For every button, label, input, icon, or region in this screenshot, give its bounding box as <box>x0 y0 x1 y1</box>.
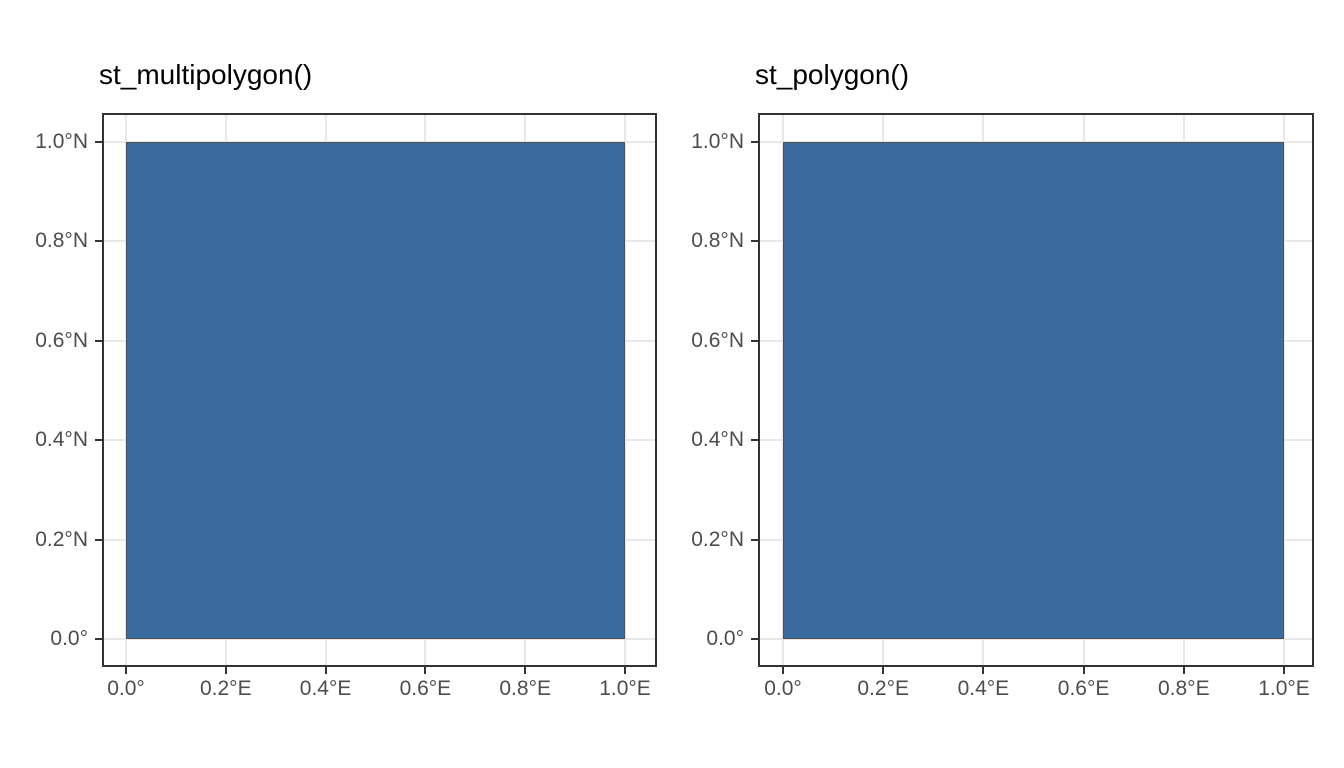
grid-line-vertical <box>982 113 985 667</box>
x-tick-label: 0.0° <box>764 677 802 700</box>
grid-line-horizontal <box>758 339 1314 342</box>
y-tick-label: 1.0°N <box>35 130 88 153</box>
x-tick-label: 0.8°E <box>1157 677 1210 700</box>
grid-line-horizontal <box>758 638 1314 640</box>
y-tick <box>751 141 758 143</box>
grid-line-vertical <box>524 113 527 667</box>
x-tick-label: 0.4°E <box>957 677 1010 700</box>
y-tick-label: 0.6°N <box>35 328 88 352</box>
x-tick <box>882 667 885 674</box>
x-tick <box>1182 667 1185 674</box>
x-tick <box>224 667 227 674</box>
x-tick <box>324 667 327 674</box>
grid-line-vertical <box>882 113 885 667</box>
y-tick <box>95 538 102 541</box>
grid-line-horizontal <box>758 240 1314 243</box>
grid-line-vertical <box>1082 113 1085 667</box>
y-tick-label: 0.6°N <box>691 328 744 352</box>
y-tick-label: 0.2°N <box>691 527 744 551</box>
y-tick <box>751 538 758 541</box>
x-tick <box>782 667 784 674</box>
y-tick <box>751 638 758 640</box>
y-tick-label: 0.8°N <box>35 229 88 253</box>
x-tick <box>125 667 127 674</box>
x-tick <box>624 667 626 674</box>
x-tick-label: 0.4°E <box>299 677 352 700</box>
y-tick <box>95 141 102 143</box>
grid-line-vertical <box>125 113 127 667</box>
x-tick <box>1082 667 1085 674</box>
x-tick-label: 1.0°E <box>599 677 651 700</box>
x-tick-label: 0.2°E <box>857 677 909 700</box>
y-tick-label: 0.0° <box>50 627 88 650</box>
panel-border <box>758 113 1314 667</box>
x-tick-label: 0.6°E <box>399 677 452 700</box>
polygon-geometry <box>126 142 625 639</box>
x-tick <box>1283 667 1285 674</box>
grid-line-horizontal <box>102 538 657 541</box>
grid-line-horizontal <box>102 339 657 342</box>
y-tick-label: 0.8°N <box>691 229 744 253</box>
grid-line-vertical <box>224 113 227 667</box>
x-tick-label: 1.0°E <box>1258 677 1310 700</box>
panel-border <box>102 113 657 667</box>
grid-line-horizontal <box>102 638 657 640</box>
x-tick-label: 0.8°E <box>499 677 551 700</box>
y-tick <box>751 240 758 243</box>
grid-line-horizontal <box>102 141 657 143</box>
y-tick <box>95 339 102 342</box>
y-tick-label: 0.2°N <box>35 527 88 551</box>
y-tick <box>95 240 102 243</box>
x-tick <box>982 667 985 674</box>
grid-line-vertical <box>424 113 427 667</box>
plot-panel <box>102 113 657 667</box>
grid-line-horizontal <box>758 538 1314 541</box>
x-tick-label: 0.6°E <box>1057 677 1110 700</box>
grid-line-horizontal <box>758 439 1314 442</box>
plot-panel <box>758 113 1314 667</box>
y-tick <box>95 439 102 442</box>
grid-line-vertical <box>624 113 626 667</box>
grid-line-vertical <box>1283 113 1285 667</box>
x-tick-label: 0.0° <box>107 677 145 700</box>
plot-title: st_multipolygon() <box>99 59 313 90</box>
y-tick <box>751 339 758 342</box>
y-tick-label: 0.4°N <box>691 428 744 452</box>
y-tick-label: 1.0°N <box>691 130 744 153</box>
y-tick <box>95 638 102 640</box>
y-tick <box>751 439 758 442</box>
x-tick <box>424 667 427 674</box>
grid-line-horizontal <box>102 439 657 442</box>
grid-line-horizontal <box>102 240 657 243</box>
x-tick-label: 0.2°E <box>199 677 252 700</box>
grid-line-vertical <box>782 113 784 667</box>
grid-line-vertical <box>1182 113 1185 667</box>
x-tick <box>524 667 527 674</box>
polygon-geometry <box>783 142 1284 639</box>
y-tick-label: 0.0° <box>706 627 744 650</box>
grid-line-vertical <box>324 113 327 667</box>
grid-line-horizontal <box>758 141 1314 143</box>
y-tick-label: 0.4°N <box>35 428 88 452</box>
plot-title: st_polygon() <box>755 59 910 90</box>
